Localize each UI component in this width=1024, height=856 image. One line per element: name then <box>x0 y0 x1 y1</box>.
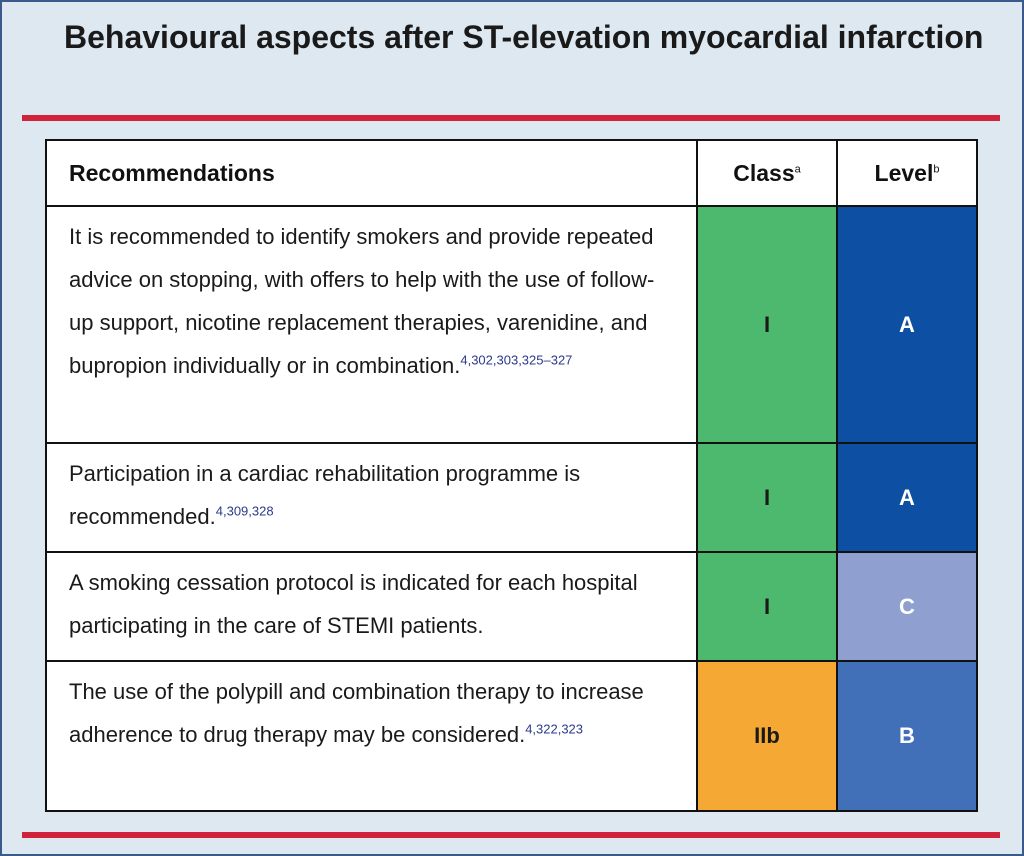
table-row: A smoking cessation protocol is indicate… <box>45 551 978 662</box>
table-row: Participation in a cardiac rehabilitatio… <box>45 442 978 553</box>
table-row: It is recommended to identify smokers an… <box>45 205 978 444</box>
top-divider <box>22 115 1000 121</box>
class-cell: I <box>696 442 838 553</box>
recommendation-text: Participation in a cardiac rehabilitatio… <box>69 461 581 529</box>
header-recommendations-label: Recommendations <box>69 159 275 186</box>
level-cell: B <box>836 660 978 812</box>
class-value: I <box>763 484 771 510</box>
header-level: Levelb <box>836 139 978 207</box>
recommendation-text-cell: A smoking cessation protocol is indicate… <box>45 551 698 662</box>
recommendation-text: It is recommended to identify smokers an… <box>69 224 655 378</box>
level-cell: A <box>836 442 978 553</box>
header-class-label: Class <box>733 159 795 186</box>
class-cell: I <box>696 551 838 662</box>
level-value: A <box>899 311 915 337</box>
level-value: C <box>899 593 915 619</box>
level-cell: C <box>836 551 978 662</box>
recommendation-text-cell: Participation in a cardiac rehabilitatio… <box>45 442 698 553</box>
header-class: Classa <box>696 139 838 207</box>
recommendation-text-cell: The use of the polypill and combination … <box>45 660 698 812</box>
class-value: I <box>763 311 771 337</box>
class-cell: I <box>696 205 838 444</box>
level-cell: A <box>836 205 978 444</box>
level-value: B <box>899 723 915 748</box>
header-level-footnote: b <box>933 162 940 175</box>
recommendation-refs: 4,302,303,325–327 <box>460 352 573 368</box>
class-value: I <box>763 593 771 619</box>
level-value: A <box>899 484 915 510</box>
recommendation-text-cell: It is recommended to identify smokers an… <box>45 205 698 444</box>
bottom-divider <box>22 832 1000 838</box>
recommendations-table: Recommendations Classa Levelb It is reco… <box>45 139 978 812</box>
class-value: IIb <box>754 723 780 748</box>
table-header-row: Recommendations Classa Levelb <box>45 139 978 207</box>
recommendation-text: The use of the polypill and combination … <box>69 679 644 747</box>
recommendation-refs: 4,322,323 <box>525 721 584 737</box>
header-recommendations: Recommendations <box>45 139 698 207</box>
recommendation-refs: 4,309,328 <box>215 503 274 519</box>
recommendation-text: A smoking cessation protocol is indicate… <box>69 570 638 638</box>
class-cell: IIb <box>696 660 838 812</box>
slide-title: Behavioural aspects after ST-elevation m… <box>64 19 984 55</box>
header-class-footnote: a <box>794 162 801 175</box>
header-level-label: Level <box>874 159 934 186</box>
table-row: The use of the polypill and combination … <box>45 660 978 812</box>
